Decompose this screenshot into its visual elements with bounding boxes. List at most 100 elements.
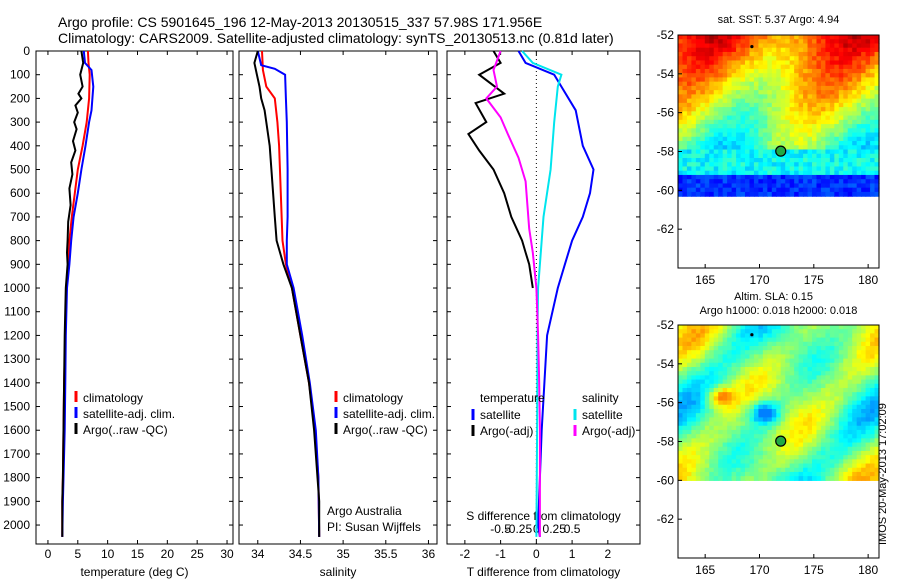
heatmap-cell [789, 111, 795, 117]
heatmap-cell [682, 333, 688, 339]
heatmap-cell [731, 145, 737, 151]
heatmap-cell [722, 43, 728, 49]
heatmap-cell [691, 392, 697, 397]
heatmap-cell [874, 111, 880, 117]
heatmap-cell [780, 446, 786, 452]
heatmap-cell [762, 43, 768, 49]
heatmap-cell [695, 446, 701, 452]
heatmap-cell [852, 404, 858, 410]
heatmap-cell [874, 476, 880, 481]
heatmap-cell [695, 354, 701, 360]
heatmap-cell [803, 392, 809, 397]
heatmap-cell [718, 408, 724, 414]
heatmap-cell [762, 47, 768, 53]
heatmap-cell [865, 371, 871, 376]
heatmap-cell [798, 141, 804, 146]
heatmap-cell [695, 337, 701, 343]
heatmap-cell [771, 358, 777, 364]
heatmap-cell [745, 94, 751, 100]
heatmap-cell [704, 392, 710, 397]
y-tick-label: 0 [23, 44, 30, 58]
heatmap-cell [874, 60, 880, 66]
heatmap-cell [740, 81, 746, 87]
heatmap-cell [803, 362, 809, 368]
heatmap-cell [745, 387, 751, 393]
heatmap-cell [816, 383, 822, 389]
heatmap-cell [713, 183, 719, 189]
heatmap-cell [722, 396, 728, 402]
heatmap-cell [803, 136, 809, 142]
heatmap-cell [758, 115, 764, 121]
heatmap-cell [870, 145, 876, 151]
heatmap-cell [834, 179, 840, 185]
heatmap-cell [852, 141, 858, 146]
heatmap-cell [856, 450, 862, 456]
heatmap-cell [749, 442, 755, 448]
heatmap-cell [843, 77, 849, 83]
heatmap-cell [695, 145, 701, 151]
heatmap-cell [812, 191, 818, 197]
heatmap-cell [740, 85, 746, 91]
heatmap-cell [709, 47, 715, 53]
heatmap-cell [816, 333, 822, 339]
heatmap-cell [798, 476, 804, 481]
heatmap-cell [838, 396, 844, 402]
heatmap-cell [812, 438, 818, 444]
heatmap-cell [731, 81, 737, 87]
heatmap-cell [785, 337, 791, 343]
heatmap-cell [803, 325, 809, 330]
heatmap-cell [767, 325, 773, 330]
heatmap-cell [798, 153, 804, 159]
heatmap-cell [852, 366, 858, 372]
heatmap-cell [740, 183, 746, 189]
heatmap-cell [731, 170, 737, 176]
heatmap-cell [870, 47, 876, 53]
heatmap-cell [865, 408, 871, 414]
heatmap-cell [713, 98, 719, 104]
heatmap-cell [704, 396, 710, 402]
heatmap-cell [847, 73, 853, 79]
heatmap-cell [771, 43, 777, 49]
heatmap-cell [713, 119, 719, 125]
heatmap-cell [678, 179, 684, 185]
heatmap-cell [798, 166, 804, 172]
heatmap-cell [798, 179, 804, 185]
heatmap-cell [807, 183, 813, 189]
heatmap-cell [780, 366, 786, 372]
heatmap-cell [758, 64, 764, 70]
heatmap-cell [758, 132, 764, 138]
heatmap-cell [776, 362, 782, 368]
heatmap-cell [856, 392, 862, 397]
heatmap-cell [686, 404, 692, 410]
heatmap-cell [718, 345, 724, 351]
heatmap-cell [834, 47, 840, 53]
heatmap-cell [794, 60, 800, 66]
heatmap-cell [843, 362, 849, 368]
heatmap-cell [838, 446, 844, 452]
heatmap-cell [771, 183, 777, 189]
heatmap-cell [727, 111, 733, 117]
heatmap-cell [861, 387, 867, 393]
heatmap-cell [678, 383, 684, 389]
heatmap-cell [838, 94, 844, 100]
heatmap-cell [798, 421, 804, 427]
heatmap-cell [820, 471, 826, 477]
heatmap-cell [843, 371, 849, 376]
heatmap-cell [740, 471, 746, 477]
heatmap-cell [736, 157, 742, 163]
heatmap-cell [812, 174, 818, 180]
heatmap-cell [812, 471, 818, 477]
heatmap-cell [678, 39, 684, 45]
heatmap-cell [758, 400, 764, 406]
heatmap-cell [758, 187, 764, 193]
heatmap-cell [678, 98, 684, 104]
heatmap-cell [749, 56, 755, 62]
heatmap-cell [865, 362, 871, 368]
heatmap-cell [874, 115, 880, 121]
heatmap-cell [749, 141, 755, 146]
heatmap-cell [686, 153, 692, 159]
heatmap-cell [740, 132, 746, 138]
heatmap-cell [843, 450, 849, 456]
heatmap-cell [745, 325, 751, 330]
heatmap-cell [829, 358, 835, 364]
